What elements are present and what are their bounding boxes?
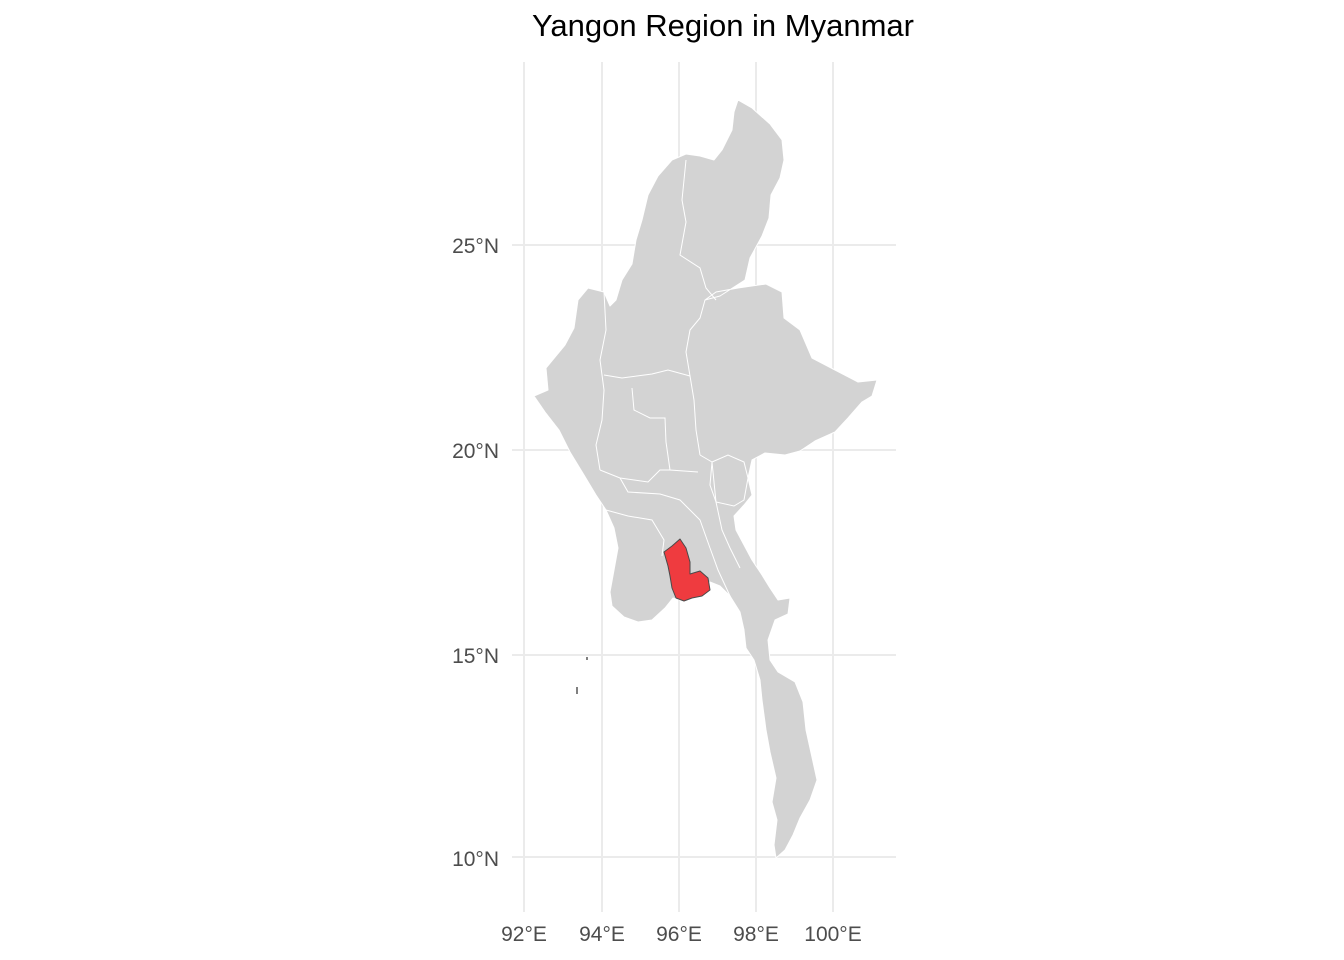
- boundary-mon: [709, 547, 745, 631]
- y-tick-label: 10°N: [452, 848, 499, 871]
- y-axis-tick-labels: 25°N 20°N 15°N 10°N: [452, 235, 499, 871]
- x-tick-label: 92°E: [501, 923, 547, 946]
- boundary-ayeyarwady: [605, 509, 665, 557]
- myanmar-landmass: [533, 99, 878, 859]
- yangon-region: [663, 538, 711, 602]
- y-tick-label: 25°N: [452, 235, 499, 258]
- x-tick-label: 96°E: [656, 923, 702, 946]
- boundary-sagaing-shan: [685, 299, 706, 456]
- boundary-bago: [619, 477, 711, 549]
- boundary-kachin: [679, 159, 717, 301]
- boundary-chin: [595, 291, 607, 471]
- boundary-magway-south: [599, 469, 670, 483]
- offshore-islands: [576, 657, 588, 694]
- y-tick-label: 20°N: [452, 440, 499, 463]
- x-tick-label: 94°E: [579, 923, 625, 946]
- x-tick-label: 98°E: [733, 923, 779, 946]
- y-tick-label: 15°N: [452, 645, 499, 668]
- boundary-kayah: [709, 454, 749, 507]
- boundary-kayin: [699, 454, 741, 569]
- x-axis-tick-labels: 92°E 94°E 96°E 98°E 100°E: [501, 923, 862, 946]
- map-title: Yangon Region in Myanmar: [532, 8, 914, 43]
- x-tick-label: 100°E: [804, 923, 861, 946]
- boundary-magway-north: [603, 369, 691, 379]
- region-boundaries: [595, 159, 749, 631]
